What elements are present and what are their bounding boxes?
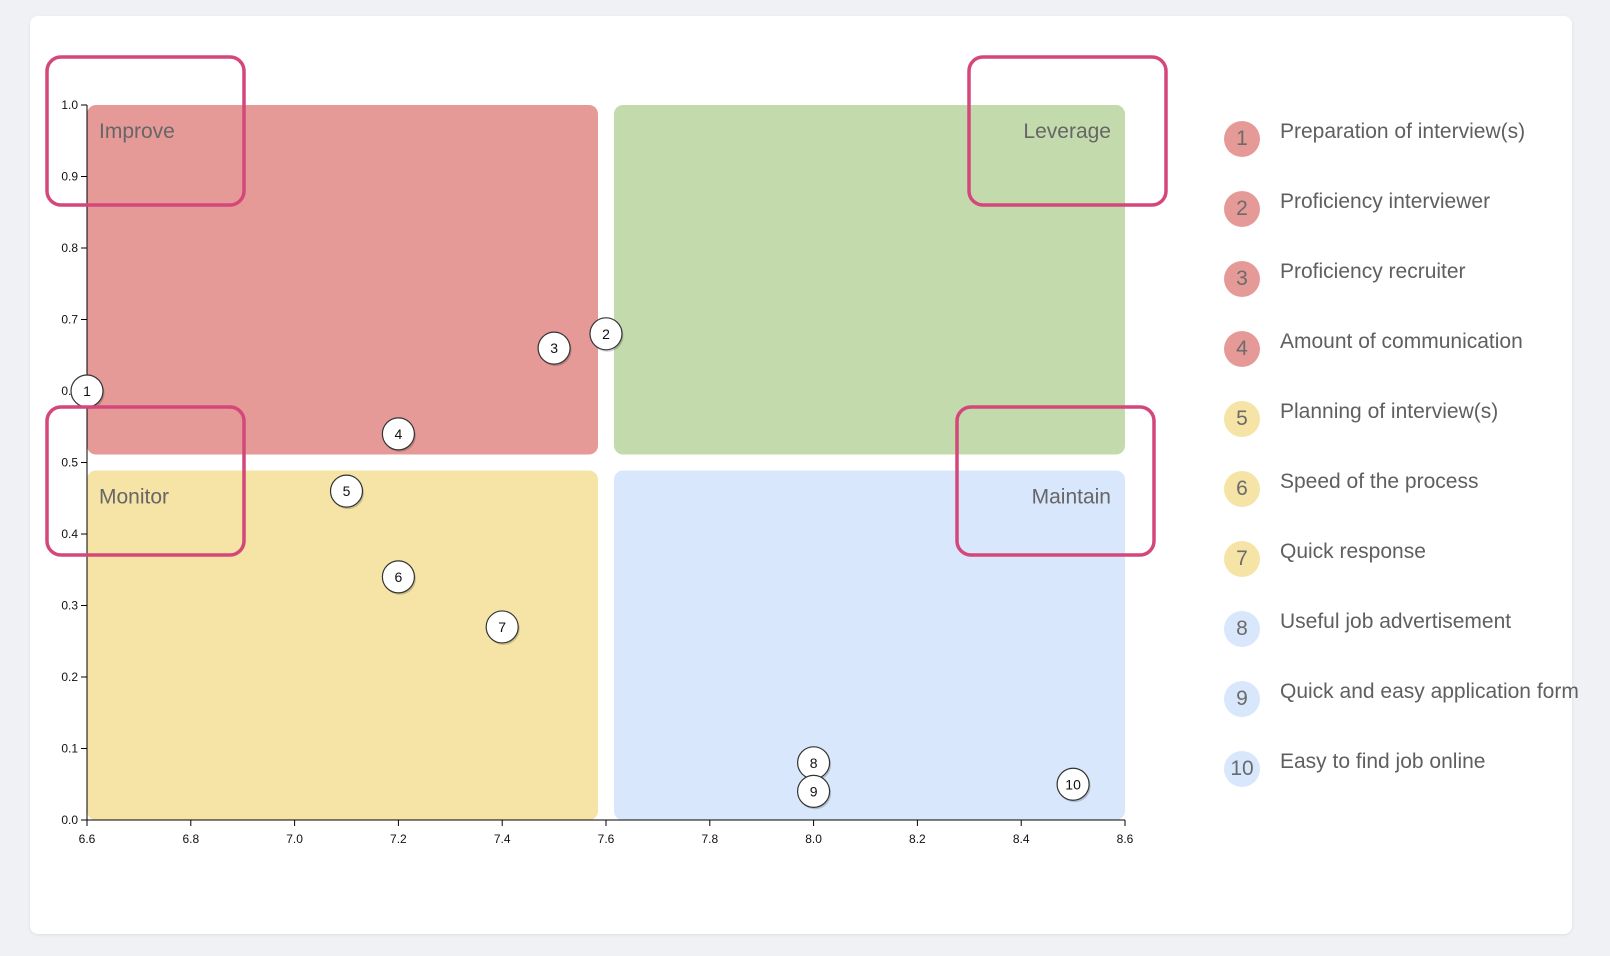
quadrant-label-maintain: Maintain <box>1032 486 1111 509</box>
legend-item-9: 9 Quick and easy application form <box>1224 679 1604 719</box>
legend-label: Useful job advertisement <box>1280 610 1512 633</box>
legend-badge: 1 <box>1224 121 1260 157</box>
x-tick-label: 6.6 <box>79 832 96 846</box>
y-tick-label: 0.4 <box>61 527 78 541</box>
x-tick-label: 8.2 <box>909 832 926 846</box>
legend-item-8: 8 Useful job advertisement <box>1224 609 1604 649</box>
legend-item-4: 4 Amount of communication <box>1224 329 1604 369</box>
y-tick-label: 0.2 <box>61 670 78 684</box>
legend-item-2: 2 Proficiency interviewer <box>1224 189 1604 229</box>
data-point-label-1: 1 <box>83 383 91 399</box>
legend-badge: 6 <box>1224 471 1260 507</box>
data-point-7[interactable] <box>485 610 519 644</box>
legend-badge: 3 <box>1224 261 1260 297</box>
legend-item-1: 1 Preparation of interview(s) <box>1224 119 1604 159</box>
data-point-label-8: 8 <box>810 755 818 771</box>
quadrant-chart: Improve Leverage Monitor Maintain 6.6 6.8 7.0 7… <box>45 55 1168 846</box>
x-tick-label: 6.8 <box>182 832 199 846</box>
x-tick-label: 7.0 <box>286 832 303 846</box>
legend-item-3: 3 Proficiency recruiter <box>1224 259 1604 299</box>
data-point-9[interactable] <box>796 774 831 809</box>
data-point-label-7: 7 <box>498 619 506 635</box>
quadrant-leverage <box>614 105 1125 455</box>
quadrant-monitor <box>87 470 598 820</box>
legend-item-7: 7 Quick response <box>1224 539 1604 579</box>
legend-label: Proficiency interviewer <box>1280 190 1491 213</box>
y-tick-label: 0.0 <box>61 813 78 827</box>
data-point-5[interactable] <box>329 474 364 508</box>
y-tick-label: 0.7 <box>61 313 78 327</box>
chart-card: Improve Leverage Monitor Maintain 6.6 6.8 7.0 7… <box>30 16 1579 934</box>
legend-badge: 5 <box>1224 401 1260 437</box>
data-point-10[interactable] <box>1056 767 1090 801</box>
data-point-4[interactable] <box>381 417 415 451</box>
legend-badge: 7 <box>1224 541 1260 577</box>
data-point-2[interactable] <box>589 317 623 351</box>
legend-badge: 2 <box>1224 191 1260 227</box>
quadrant-improve <box>87 105 598 455</box>
legend-badge: 8 <box>1224 611 1260 647</box>
x-tick-label: 7.4 <box>494 832 511 846</box>
data-point-label-4: 4 <box>395 426 403 442</box>
legend-badge: 4 <box>1224 331 1260 367</box>
x-tick-label: 8.4 <box>1013 832 1030 846</box>
highlight-box <box>45 55 246 207</box>
y-tick-label: 0.5 <box>61 456 78 470</box>
highlight-box <box>955 405 1156 557</box>
legend-label: Preparation of interview(s) <box>1280 120 1526 143</box>
data-point-label-3: 3 <box>550 340 558 356</box>
y-tick-label: 1.0 <box>61 98 78 112</box>
x-tick-label: 8.0 <box>805 832 822 846</box>
data-point-label-9: 9 <box>810 783 818 799</box>
legend-label: Amount of communication <box>1280 330 1523 353</box>
quadrant-label-improve: Improve <box>99 120 175 143</box>
legend-label: Quick response <box>1280 540 1426 563</box>
legend-badge: 9 <box>1224 681 1260 717</box>
y-tick-label: 0.8 <box>61 241 78 255</box>
legend-label: Speed of the process <box>1280 470 1479 493</box>
quadrant-label-leverage: Leverage <box>1023 120 1111 143</box>
y-tick-label: 0.3 <box>61 599 78 613</box>
data-point-label-6: 6 <box>395 569 403 585</box>
x-tick-label: 7.2 <box>390 832 407 846</box>
data-point-label-5: 5 <box>343 483 351 499</box>
y-tick-label: 0.9 <box>61 170 78 184</box>
legend-item-10: 10 Easy to find job online <box>1224 749 1604 789</box>
x-tick-label: 8.6 <box>1117 832 1134 846</box>
data-point-label-10: 10 <box>1065 776 1081 792</box>
legend-badge: 10 <box>1224 751 1260 787</box>
quadrant-label-monitor: Monitor <box>99 486 169 509</box>
data-point-3[interactable] <box>537 331 571 365</box>
legend-label: Planning of interview(s) <box>1280 400 1499 423</box>
legend-label: Quick and easy application form <box>1280 680 1579 703</box>
highlight-box <box>45 405 246 557</box>
y-tick-label: 0.1 <box>61 742 78 756</box>
legend-label: Proficiency recruiter <box>1280 260 1466 283</box>
legend-label: Easy to find job online <box>1280 750 1486 773</box>
highlight-box <box>967 55 1168 207</box>
quadrant-maintain <box>614 470 1125 820</box>
data-point-label-2: 2 <box>602 326 610 342</box>
x-tick-label: 7.8 <box>701 832 718 846</box>
x-tick-label: 7.6 <box>598 832 615 846</box>
legend-item-6: 6 Speed of the process <box>1224 469 1604 509</box>
legend-item-5: 5 Planning of interview(s) <box>1224 399 1604 439</box>
data-point-6[interactable] <box>381 560 415 594</box>
